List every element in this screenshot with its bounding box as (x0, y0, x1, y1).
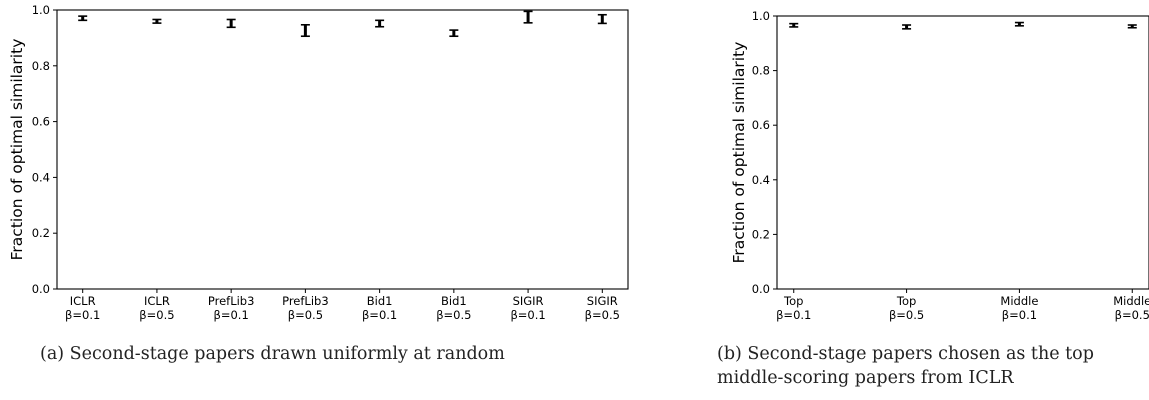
chart-a-error-bar (152, 19, 161, 23)
chart-a-y-tick-label: 0.6 (32, 115, 50, 129)
chart-a-error-bar (598, 15, 607, 24)
chart-a-error-bar (78, 16, 87, 20)
chart-b-x-tick-label: Top (896, 294, 916, 308)
chart-a-plot-frame (57, 10, 628, 289)
chart-a-y-tick-label: 0.0 (32, 282, 50, 296)
chart-b-x-tick-label: β=0.1 (1002, 308, 1037, 322)
chart-a-x-tick-label: PrefLib3 (282, 294, 329, 308)
chart-b-y-tick-label: 0.2 (752, 227, 770, 241)
chart-a-x-tick-label: PrefLib3 (208, 294, 255, 308)
chart-b-x-tick-label: Middle (1000, 294, 1038, 308)
chart-b-y-tick-label: 0.4 (752, 173, 770, 187)
chart-b-x-tick-label: β=0.5 (1115, 308, 1149, 322)
chart-a-y-tick-label: 0.2 (32, 226, 50, 240)
chart-b-x-tick-label: Middle (1113, 294, 1149, 308)
chart-a-error-bar (227, 19, 236, 27)
chart-a-x-tick-label: β=0.1 (214, 308, 249, 322)
chart-b-y-tick-label: 1.0 (752, 9, 770, 23)
chart-b-y-tick-label: 0.0 (752, 282, 770, 296)
chart-a-y-tick-label: 1.0 (32, 3, 50, 17)
chart-a-x-tick-label: β=0.5 (288, 308, 323, 322)
chart-a-x-tick-label: SIGIR (513, 294, 544, 308)
chart-a-x-tick-label: Bid1 (441, 294, 467, 308)
chart-b-y-axis-label: Fraction of optimal similarity (730, 42, 748, 264)
chart-b-x-tick-label: Top (783, 294, 803, 308)
chart-a-x-tick-label: β=0.5 (436, 308, 471, 322)
chart-a-error-bar (524, 11, 533, 22)
caption-b-line1: (b) Second-stage papers chosen as the to… (717, 342, 1149, 366)
caption-b-line2: middle-scoring papers from ICLR (717, 366, 1149, 390)
chart-a-error-bar (449, 30, 458, 36)
chart-a-x-tick-label: β=0.5 (139, 308, 174, 322)
chart-a-x-tick-label: Bid1 (367, 294, 393, 308)
chart-a-y-axis-label: Fraction of optimal similarity (8, 39, 26, 261)
chart-b-x-tick-label: β=0.5 (889, 308, 924, 322)
chart-b-y-tick-label: 0.8 (752, 64, 770, 78)
chart-b-error-bar (1128, 25, 1137, 28)
chart-a-x-tick-label: β=0.1 (362, 308, 397, 322)
chart-a-y-tick-label: 0.8 (32, 59, 50, 73)
chart-b-plot-frame (777, 16, 1149, 289)
chart-b-error-bar (789, 24, 798, 27)
chart-a-x-tick-label: β=0.1 (65, 308, 100, 322)
chart-a: 0.0 0.2 0.4 0.6 0.8 1.0 Fraction of optimal si… (8, 3, 628, 322)
chart-a-x-tick-label: ICLR (70, 294, 96, 308)
chart-b-error-bar (902, 25, 911, 29)
chart-a-x-tick-label: ICLR (144, 294, 170, 308)
chart-a-error-bar (375, 20, 384, 26)
chart-b-y-tick-label: 0.6 (752, 118, 770, 132)
caption-b: (b) Second-stage papers chosen as the to… (717, 342, 1149, 390)
chart-a-y-tick-label: 0.4 (32, 170, 50, 184)
chart-b-error-bar (1015, 23, 1024, 26)
chart-b: 0.0 0.2 0.4 0.6 0.8 1.0 Fraction of optimal si… (730, 9, 1149, 322)
chart-b-x-tick-label: β=0.1 (776, 308, 811, 322)
chart-a-x-tick-label: β=0.1 (510, 308, 545, 322)
chart-a-x-tick-label: β=0.5 (585, 308, 620, 322)
chart-a-error-bar (301, 25, 310, 36)
caption-a: (a) Second-stage papers drawn uniformly … (40, 342, 505, 366)
chart-a-x-tick-label: SIGIR (587, 294, 618, 308)
